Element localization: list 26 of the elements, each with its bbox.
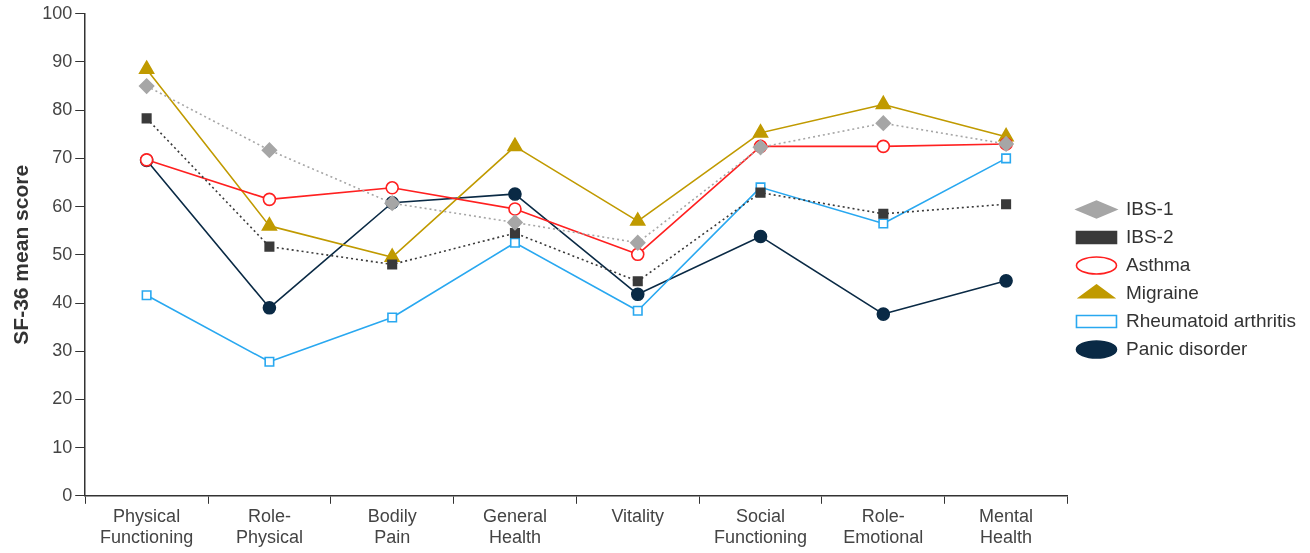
legend-label: Migraine [1125, 281, 1199, 303]
y-tick-label: 70 [52, 147, 73, 168]
y-tick-label: 10 [52, 436, 73, 457]
x-tick-label: General Health [482, 505, 547, 548]
y-tick-label: 40 [52, 291, 73, 312]
y-tick-label: 30 [52, 340, 73, 361]
x-tick-label: Bodily Pain [367, 505, 417, 548]
y-tick-label: 50 [52, 243, 73, 264]
x-tick-label: Vitality [611, 505, 665, 526]
y-tick-label: 90 [52, 50, 73, 71]
y-tick-label: 0 [62, 484, 73, 505]
y-tick-label: 80 [52, 99, 73, 120]
y-tick-label: 60 [52, 195, 73, 216]
legend-label: IBS-1 [1125, 197, 1174, 219]
x-tick-label: Physical Functioning [100, 505, 194, 548]
legend-label: Rheumatoid arthritis [1125, 309, 1297, 331]
x-tick-label: Role-Physical [235, 505, 303, 548]
x-tick-label: Social Functioning [714, 505, 808, 548]
legend-label: Asthma [1125, 253, 1191, 275]
x-tick-label: Role-Emotional [843, 505, 924, 548]
y-axis-title: SF-36 mean score [9, 164, 33, 345]
legend-label: IBS-2 [1125, 225, 1174, 247]
y-tick-label: 20 [52, 388, 73, 409]
legend-label: Panic disorder [1125, 337, 1249, 359]
x-tick-label: Mental Health [979, 505, 1034, 548]
y-tick-label: 100 [42, 2, 73, 23]
